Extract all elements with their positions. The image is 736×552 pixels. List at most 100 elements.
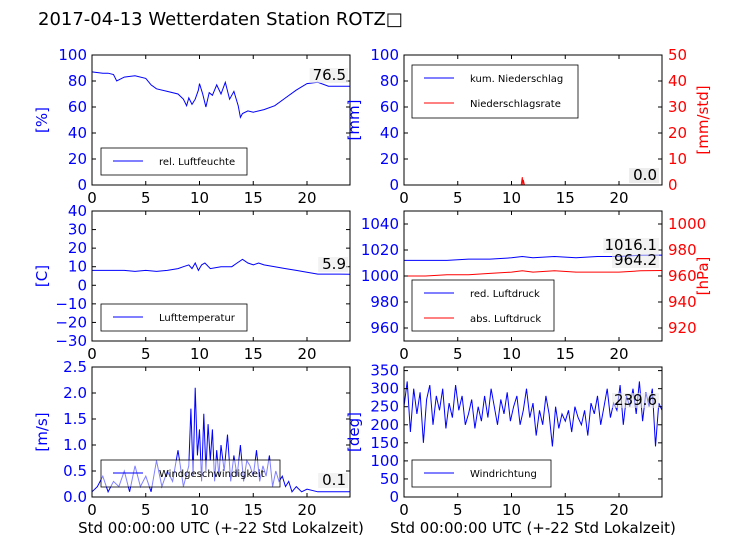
legend-label: kum. Niederschlag [470, 74, 563, 85]
y-tick-label: 30 [68, 221, 87, 239]
y2-axis-label: [mm/std] [694, 85, 712, 154]
y-tick-label: 1.5 [63, 410, 87, 428]
x-tick-label: 15 [556, 345, 575, 363]
value-annotation-box [612, 253, 659, 268]
y-axis-label: [m/s] [33, 412, 51, 451]
y-tick-label: 250 [370, 398, 399, 416]
chart-precipitation: 0 5 10 15 20 0 20 40 60 80 100 0 10 20 30 40 50 [mm] [mm/s… [345, 46, 712, 207]
y-tick-label: 1.0 [63, 436, 87, 454]
x-tick-label: 10 [190, 189, 209, 207]
y2-tick-label: 960 [668, 267, 697, 285]
y2-tick-label: 10 [668, 150, 687, 168]
x-tick-label: 15 [556, 189, 575, 207]
y-tick-label: 0.0 [63, 488, 87, 506]
y-tick-label: 20 [68, 150, 87, 168]
y2-tick-label: 40 [668, 72, 687, 90]
y-tick-label: 0 [77, 176, 87, 194]
y-tick-label: 60 [68, 98, 87, 116]
y-tick-label: 0.5 [63, 462, 87, 480]
x-tick-label: 5 [141, 189, 151, 207]
legend-label: Windrichtung [470, 469, 537, 480]
value-annotation-box [629, 168, 659, 183]
x-tick-label: 0 [399, 189, 409, 207]
y-tick-label: 80 [380, 72, 399, 90]
y-tick-label: −30 [55, 332, 87, 350]
y-tick-label: 10 [68, 258, 87, 276]
value-annotation: 0.1 [322, 471, 346, 489]
x-tick-label: 20 [297, 501, 316, 519]
legend-box [411, 279, 555, 332]
y2-tick-label: 20 [668, 124, 687, 142]
x-tick-label: 5 [453, 345, 463, 363]
x-tick-label: 15 [244, 189, 263, 207]
x-tick-label: 10 [502, 345, 521, 363]
value-annotation: 1016.1 [605, 236, 658, 254]
x-tick-label: 5 [453, 501, 463, 519]
x-tick-label: 5 [453, 189, 463, 207]
legend-label: Niederschlagsrate [470, 99, 561, 110]
y-tick-label: 2.0 [63, 384, 87, 402]
page-title: 2017-04-13 Wetterdaten Station ROTZ□ [38, 9, 403, 30]
y-tick-label: 200 [370, 416, 399, 434]
y-tick-label: 40 [68, 124, 87, 142]
x-tick-label: 0 [87, 345, 97, 363]
x-tick-label: 0 [399, 501, 409, 519]
plot-frame [91, 54, 351, 186]
y-axis-label: [C] [33, 265, 51, 287]
legend-label: Lufttemperatur [159, 313, 236, 324]
y-tick-label: 50 [380, 470, 399, 488]
plot-frame [403, 366, 663, 498]
y-tick-label: 980 [370, 293, 399, 311]
y-tick-label: 40 [380, 124, 399, 142]
x-tick-label: 15 [556, 501, 575, 519]
y-tick-label: −20 [55, 313, 87, 331]
x-tick-label: 0 [87, 501, 97, 519]
value-annotation: 76.5 [313, 66, 346, 84]
x-tick-label: 20 [297, 189, 316, 207]
plot-frame [91, 210, 351, 342]
value-annotation-box [612, 393, 659, 408]
y2-tick-label: 50 [668, 46, 687, 64]
y2-tick-label: 980 [668, 241, 697, 259]
series-line-abs-luftdruck [404, 270, 663, 277]
x-tick-label: 0 [399, 345, 409, 363]
value-annotation-box [318, 257, 348, 272]
series-line-rel-luftfeuchte [91, 71, 350, 119]
x-tick-label: 10 [190, 501, 209, 519]
y-tick-label: 100 [370, 46, 399, 64]
value-annotation-box [318, 473, 348, 488]
y-axis-label: [%] [33, 107, 51, 133]
legend-label: red. Luftdruck [470, 289, 540, 300]
y2-tick-label: 1000 [668, 215, 706, 233]
y-tick-label: 960 [370, 319, 399, 337]
value-annotation: 964.2 [614, 251, 657, 269]
y-axis-label: [deg] [345, 412, 363, 452]
x-tick-label: 5 [141, 345, 151, 363]
x-tick-label: 10 [502, 501, 521, 519]
x-tick-label: 0 [87, 189, 97, 207]
y-tick-label: 1040 [361, 215, 399, 233]
y-tick-label: 60 [380, 98, 399, 116]
y-axis-label: [mm] [345, 100, 363, 141]
y2-tick-label: 940 [668, 293, 697, 311]
x-tick-label: 10 [502, 189, 521, 207]
legend-label: rel. Luftfeuchte [159, 157, 235, 168]
y-tick-label: 0 [77, 276, 87, 294]
x-tick-label: 15 [244, 345, 263, 363]
y-tick-label: 0 [389, 176, 399, 194]
value-annotation: 239.6 [614, 391, 657, 409]
y-tick-label: 1000 [361, 267, 399, 285]
y2-axis-label: [hPa] [694, 257, 712, 296]
y-tick-label: 0 [389, 488, 399, 506]
y-tick-label: 40 [68, 202, 87, 220]
x-tick-label: 5 [141, 501, 151, 519]
x-tick-label: 20 [609, 345, 628, 363]
value-annotation-box [309, 68, 348, 83]
y-tick-label: 100 [58, 46, 87, 64]
y-tick-label: 1020 [361, 241, 399, 259]
y-tick-label: 20 [68, 239, 87, 257]
y2-tick-label: 920 [668, 319, 697, 337]
chart-pressure: 0 5 10 15 20 960 980 1000 1020 1040 920 940 960 980 10… [361, 210, 712, 363]
